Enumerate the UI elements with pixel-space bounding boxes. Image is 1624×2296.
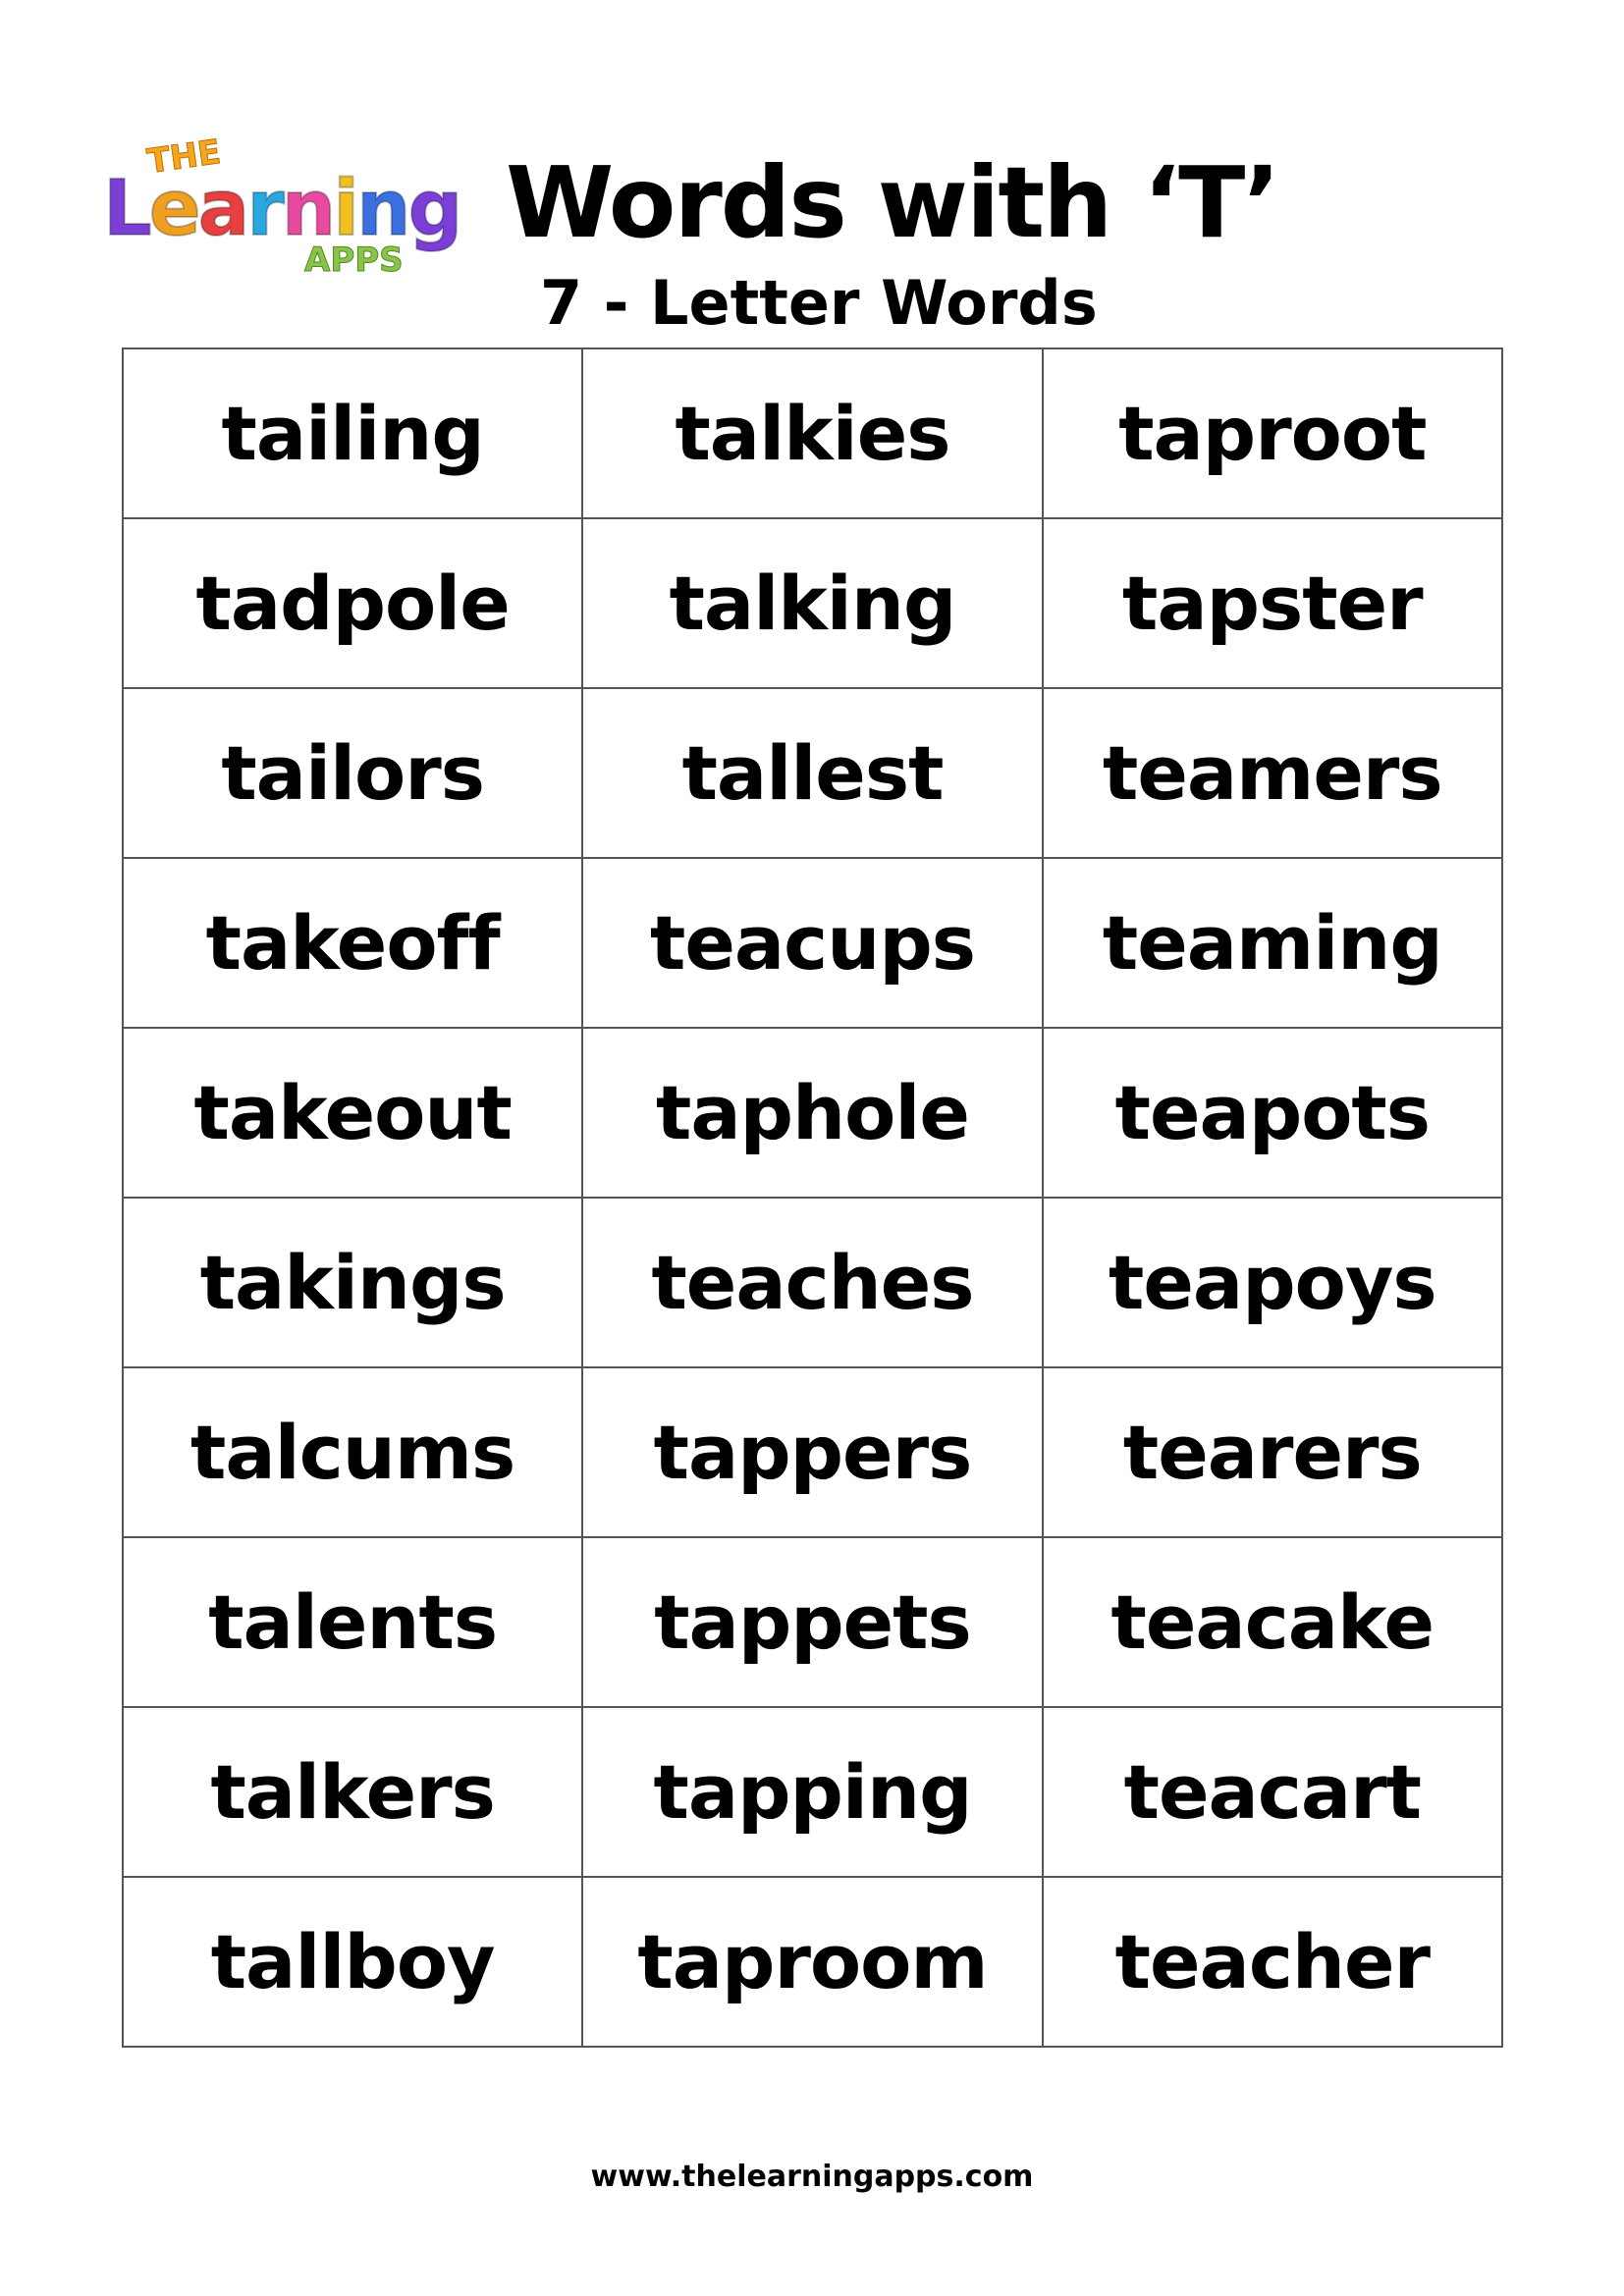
word-cell: tadpole: [121, 517, 584, 689]
word-cell: teapoys: [1041, 1197, 1504, 1368]
word-cell: takings: [121, 1197, 584, 1368]
word-cell: tallboy: [121, 1876, 584, 2048]
word-cell: talking: [581, 517, 1044, 689]
table-row: tailors tallest teamers: [121, 687, 1504, 859]
word-cell: taproot: [1041, 347, 1504, 519]
table-row: takeoff teacups teaming: [121, 857, 1504, 1029]
footer-website: www.thelearningapps.com: [590, 2160, 1034, 2194]
word-cell: teaming: [1041, 857, 1504, 1029]
word-cell: tapping: [581, 1706, 1044, 1878]
page-title: Words with ‘T’: [506, 145, 1280, 260]
word-cell: teapots: [1041, 1027, 1504, 1199]
word-cell: tearers: [1041, 1366, 1504, 1538]
word-cell: talents: [121, 1536, 584, 1708]
logo-apps: APPS: [304, 240, 405, 281]
word-cell: talkies: [581, 347, 1044, 519]
word-table: tailing talkies taproot tadpole talking tapst…: [121, 347, 1504, 2048]
word-cell: tapster: [1041, 517, 1504, 689]
word-cell: taphole: [581, 1027, 1044, 1199]
table-row: talents tappets teacake: [121, 1536, 1504, 1708]
word-cell: talcums: [121, 1366, 584, 1538]
learning-apps-logo: THE Learning APPS: [102, 132, 476, 285]
word-cell: teacake: [1041, 1536, 1504, 1708]
word-cell: tallest: [581, 687, 1044, 859]
word-cell: teaches: [581, 1197, 1044, 1368]
word-cell: teacart: [1041, 1706, 1504, 1878]
word-cell: talkers: [121, 1706, 584, 1878]
word-cell: tappers: [581, 1366, 1044, 1538]
word-cell: teamers: [1041, 687, 1504, 859]
table-row: tadpole talking tapster: [121, 517, 1504, 689]
word-cell: taproom: [581, 1876, 1044, 2048]
table-row: talcums tappers tearers: [121, 1366, 1504, 1538]
table-row: tallboy taproom teacher: [121, 1876, 1504, 2048]
word-cell: takeout: [121, 1027, 584, 1199]
word-cell: tappets: [581, 1536, 1044, 1708]
table-row: takings teaches teapoys: [121, 1197, 1504, 1368]
page-subtitle: 7 - Letter Words: [540, 267, 1098, 339]
word-cell: teacher: [1041, 1876, 1504, 2048]
table-row: talkers tapping teacart: [121, 1706, 1504, 1878]
table-row: tailing talkies taproot: [121, 347, 1504, 519]
word-cell: takeoff: [121, 857, 584, 1029]
word-cell: tailing: [121, 347, 584, 519]
logo-learning: Learning: [102, 164, 463, 254]
word-cell: teacups: [581, 857, 1044, 1029]
word-cell: tailors: [121, 687, 584, 859]
table-row: takeout taphole teapots: [121, 1027, 1504, 1199]
